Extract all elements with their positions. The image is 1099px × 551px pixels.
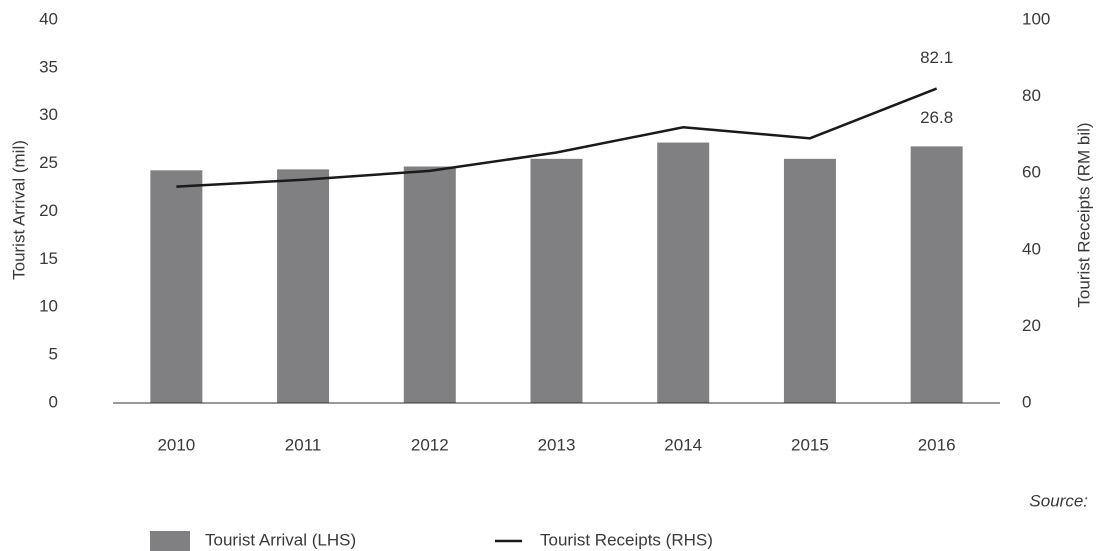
y2-tick-label: 80	[1022, 86, 1041, 105]
y2-tick-label: 100	[1022, 9, 1050, 28]
y-tick-label: 30	[39, 105, 58, 124]
legend-swatch	[150, 531, 190, 551]
bar	[783, 158, 836, 403]
y-tick-label: 35	[39, 57, 58, 76]
legend-label: Tourist Arrival (LHS)	[205, 530, 356, 549]
bar	[150, 170, 203, 403]
x-tick-label: 2013	[538, 435, 576, 454]
bar	[530, 158, 583, 403]
y-tick-label: 0	[49, 392, 58, 411]
y2-tick-label: 60	[1022, 163, 1041, 182]
data-label: 26.8	[920, 108, 953, 127]
x-tick-label: 2014	[664, 435, 702, 454]
x-tick-label: 2011	[285, 435, 322, 454]
bar	[277, 169, 330, 403]
bar	[403, 166, 456, 403]
y-tick-label: 10	[39, 297, 58, 316]
y2-tick-label: 20	[1022, 316, 1041, 335]
y-axis-title: Tourist Arrival (mil)	[9, 140, 28, 280]
y-tick-label: 15	[39, 249, 58, 268]
y2-axis-title: Tourist Receipts (RM bil)	[1074, 122, 1093, 307]
x-tick-label: 2016	[918, 435, 956, 454]
x-tick-label: 2010	[157, 435, 195, 454]
y2-tick-label: 0	[1022, 392, 1031, 411]
x-tick-label: 2015	[791, 435, 829, 454]
bar	[657, 142, 710, 403]
y-tick-label: 25	[39, 153, 58, 172]
bar	[910, 146, 963, 403]
y-tick-label: 5	[49, 345, 58, 364]
y-tick-label: 20	[39, 201, 58, 220]
y2-tick-label: 40	[1022, 239, 1041, 258]
data-label: 82.1	[920, 48, 953, 67]
y-tick-label: 40	[39, 9, 58, 28]
source-note: Source:	[1029, 491, 1088, 510]
line-series	[176, 87, 938, 188]
legend-label: Tourist Receipts (RHS)	[540, 530, 713, 549]
x-tick-label: 2012	[411, 435, 449, 454]
